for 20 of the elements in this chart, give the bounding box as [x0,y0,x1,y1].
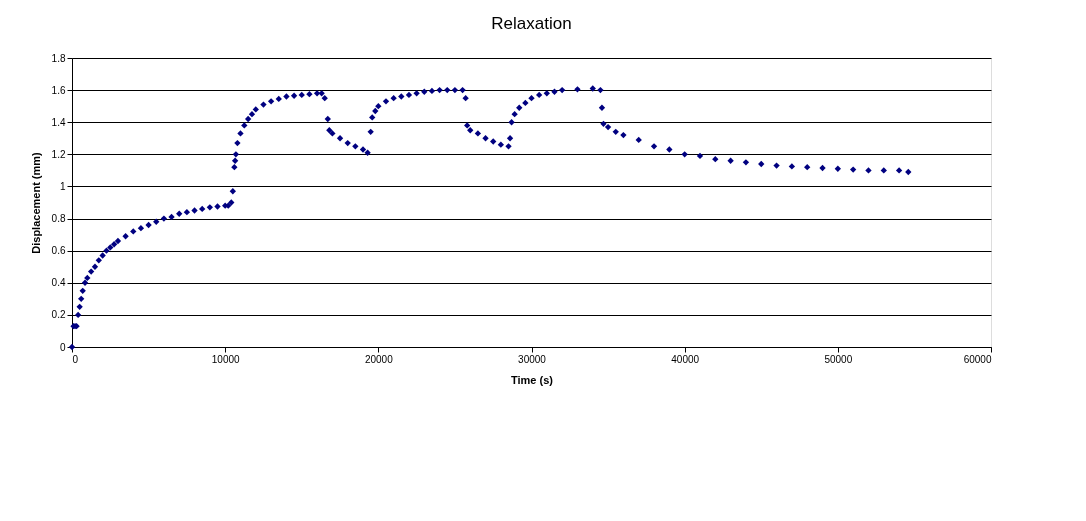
y-tick-label: 1.2 [51,148,66,160]
y-tick-label: 1.8 [51,52,66,64]
y-tick-label: 0.8 [51,213,66,225]
x-tick-label: 10000 [211,353,241,365]
x-tick-label: 40000 [671,353,700,365]
y-tick-label: 0.2 [51,309,66,321]
y-tick-label: 1.4 [51,116,66,128]
x-tick-label: 60000 [963,353,992,365]
chart-title: Relaxation [491,14,572,33]
x-axis-title: Time (s) [511,373,554,386]
y-axis-title: Displacement (mm) [29,151,42,254]
y-tick-label: 1.6 [51,84,66,96]
y-tick-label: 0.4 [51,277,66,289]
x-tick-label: 50000 [824,353,853,365]
x-tick-label: 20000 [364,353,394,365]
y-tick-label: 0 [59,341,66,353]
x-tick-label: 0 [72,353,79,365]
y-tick-label: 0.6 [51,245,66,257]
y-tick-label: 1 [59,180,66,192]
x-tick-label: 30000 [518,353,547,365]
